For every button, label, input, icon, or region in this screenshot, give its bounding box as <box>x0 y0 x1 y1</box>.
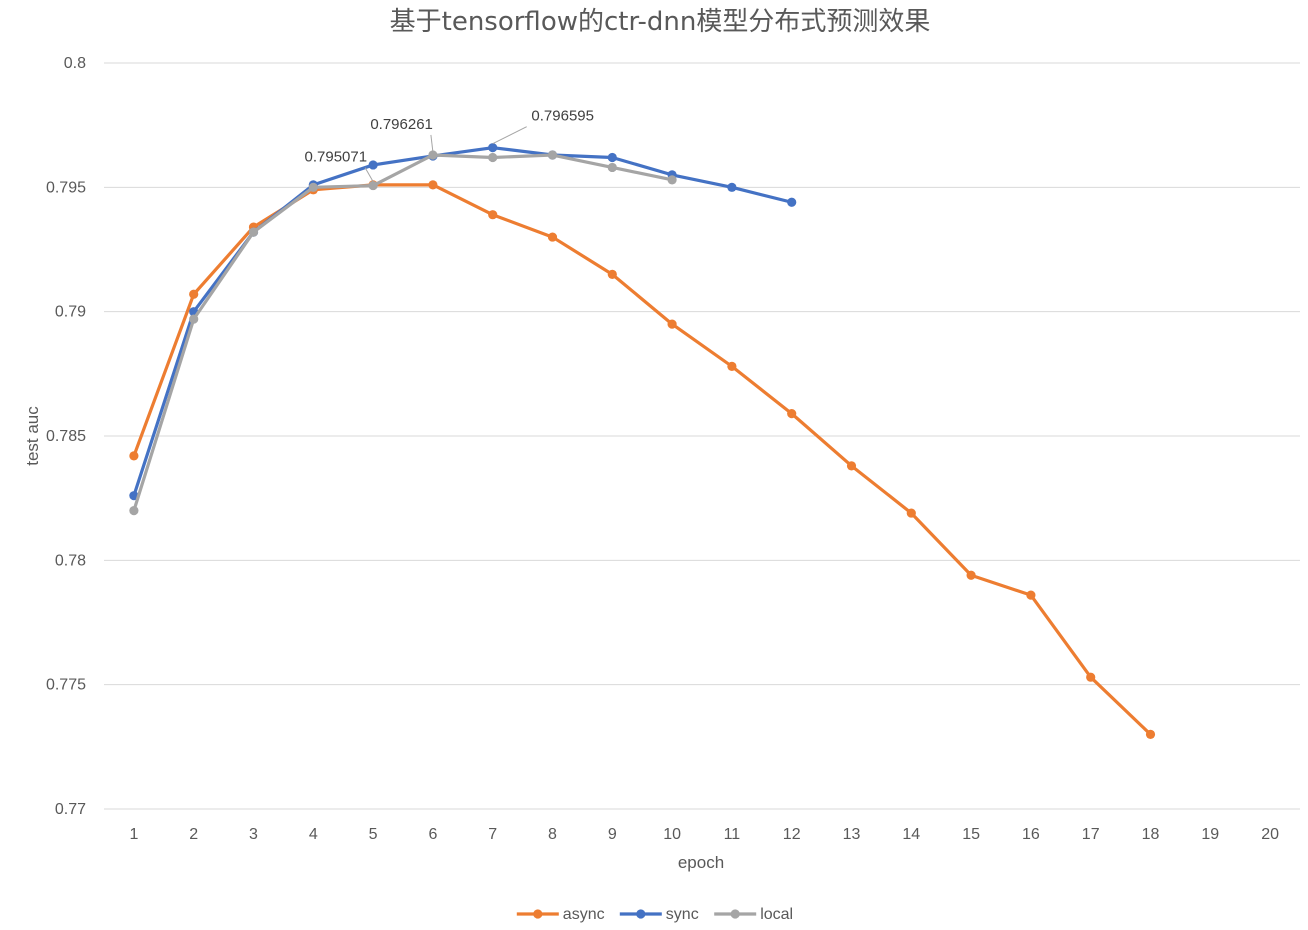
data-point-async <box>667 319 677 329</box>
data-point-local <box>667 175 677 185</box>
data-point-async <box>547 232 558 242</box>
data-point-async <box>488 210 498 220</box>
legend-item-sync: sync <box>619 906 699 923</box>
y-axis-title: test auc <box>23 406 42 466</box>
legend-swatch-marker <box>533 909 543 919</box>
data-point-sync <box>488 143 498 153</box>
x-tick-label: 7 <box>488 826 497 843</box>
y-tick-label: 0.79 <box>55 304 86 321</box>
gridlines <box>104 62 1300 810</box>
data-point-local <box>129 506 139 516</box>
x-axis-tick-labels: 1 2 3 4 5 6 7 8 9 10 11 12 13 14 15 16 17 18 19 20 <box>129 826 1279 843</box>
legend-swatch-marker <box>730 909 740 919</box>
legend-item-local: local <box>714 906 793 923</box>
y-tick-label: 0.8 <box>64 55 86 72</box>
x-tick-label: 13 <box>843 826 861 843</box>
data-point-async <box>129 451 139 461</box>
x-tick-label: 15 <box>962 826 980 843</box>
y-axis-tick-labels: 0.77 0.775 0.78 0.785 0.79 0.795 0.8 <box>46 55 86 818</box>
x-tick-label: 16 <box>1022 826 1040 843</box>
data-point-local <box>248 227 259 237</box>
legend-swatch-marker <box>636 909 646 919</box>
x-tick-label: 9 <box>608 826 617 843</box>
data-point-async <box>189 289 199 299</box>
legend: async sync local <box>516 906 793 923</box>
x-tick-label: 2 <box>189 826 198 843</box>
x-tick-label: 4 <box>309 826 318 843</box>
x-tick-label: 5 <box>369 826 378 843</box>
series-sync <box>129 143 797 501</box>
data-point-sync <box>368 160 378 170</box>
data-point-async <box>1145 729 1156 740</box>
chart-title: 基于tensorflow的ctr-dnn模型分布式预测效果 <box>390 7 931 37</box>
data-label: 0.796595 <box>531 108 594 125</box>
data-point-async <box>846 461 857 471</box>
y-tick-label: 0.795 <box>46 179 86 196</box>
x-tick-label: 17 <box>1082 826 1100 843</box>
x-tick-label: 11 <box>724 826 741 843</box>
legend-label: local <box>760 906 793 923</box>
legend-item-async: async <box>516 906 605 923</box>
series-lines <box>129 143 1156 740</box>
x-tick-label: 3 <box>249 826 258 843</box>
x-tick-label: 8 <box>548 826 557 843</box>
x-axis-title: epoch <box>678 853 724 872</box>
data-point-local <box>488 152 498 163</box>
data-point-async <box>428 180 438 190</box>
x-tick-label: 20 <box>1261 826 1279 843</box>
data-point-async <box>1026 590 1036 600</box>
series-line-local <box>132 153 674 513</box>
data-point-local <box>368 180 378 191</box>
data-point-sync <box>787 197 797 207</box>
y-tick-label: 0.785 <box>46 428 86 445</box>
x-tick-label: 1 <box>129 826 138 843</box>
legend-label: async <box>563 906 605 923</box>
data-point-async <box>787 409 797 419</box>
data-point-local <box>428 150 438 160</box>
x-tick-label: 19 <box>1201 826 1219 843</box>
data-point-sync <box>607 152 617 163</box>
series-line-async <box>132 183 1153 737</box>
data-point-async <box>727 361 737 371</box>
y-tick-label: 0.78 <box>55 552 86 569</box>
data-label: 0.795071 <box>305 149 368 166</box>
data-point-local <box>607 162 617 173</box>
x-tick-label: 6 <box>428 826 437 843</box>
x-tick-label: 12 <box>783 826 801 843</box>
data-point-sync <box>727 182 737 192</box>
annotation-leader-line <box>364 167 374 182</box>
y-tick-label: 0.775 <box>46 677 86 694</box>
legend-label: sync <box>666 906 699 923</box>
annotation-leader-line <box>492 126 527 145</box>
series-local <box>129 150 677 516</box>
data-point-local <box>308 182 318 192</box>
data-point-local <box>547 150 558 160</box>
data-point-local <box>189 314 199 324</box>
y-tick-label: 0.77 <box>55 801 86 818</box>
data-point-async <box>906 508 916 518</box>
annotation-leader-line <box>430 134 434 153</box>
data-label: 0.796261 <box>370 116 433 133</box>
x-tick-label: 10 <box>663 826 681 843</box>
series-async <box>129 180 1156 740</box>
x-tick-label: 18 <box>1142 826 1160 843</box>
data-point-async <box>966 570 976 580</box>
data-point-async <box>1086 672 1096 682</box>
x-tick-label: 14 <box>902 826 920 843</box>
data-point-async <box>607 269 617 279</box>
